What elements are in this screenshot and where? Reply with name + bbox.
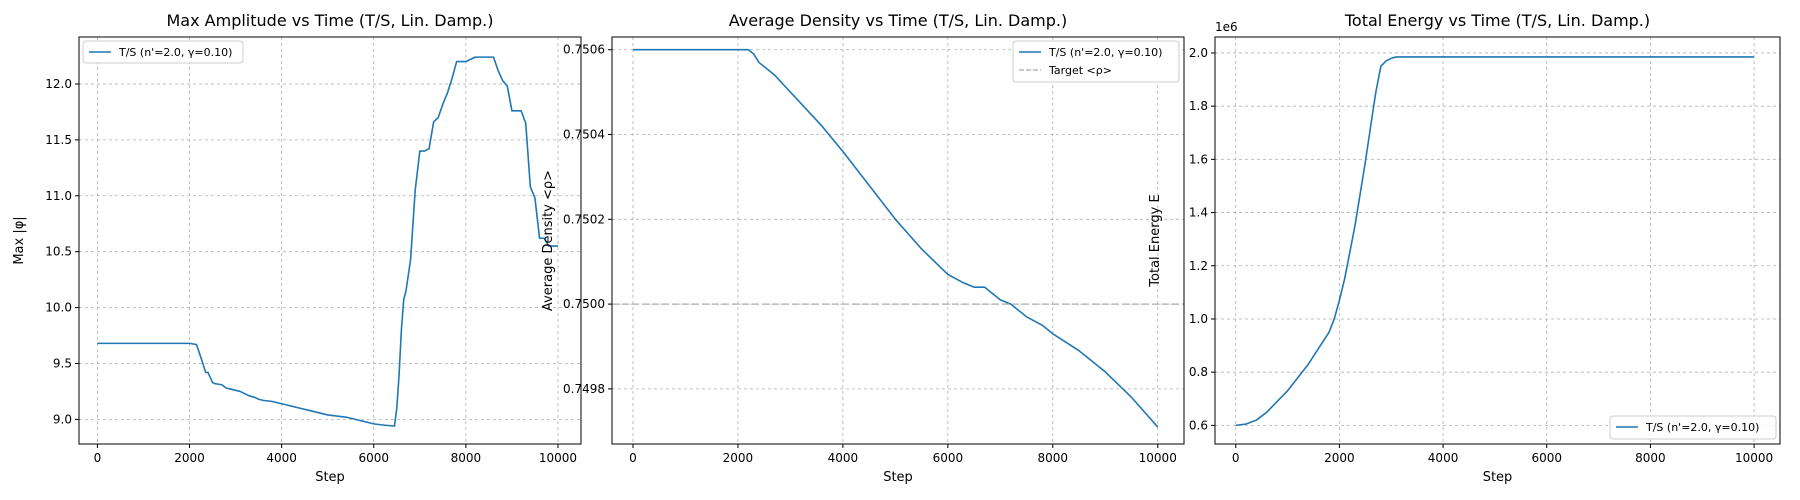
series-line-1 xyxy=(1235,56,1755,427)
chart-panel-2: 0 2000 4000 6000 8000 10000 0.7498 0.7500 0.7502… xyxy=(541,11,1185,485)
axes-frame xyxy=(611,36,1185,445)
x-tick-label: 6000 xyxy=(1531,451,1562,465)
y-tick-label: 1.6 xyxy=(1189,152,1208,166)
legend-box xyxy=(1609,415,1777,440)
x-tick-label: 2000 xyxy=(723,451,754,465)
series-line-1 xyxy=(97,56,558,427)
x-tick-label: 8000 xyxy=(451,451,482,465)
chart-title: Max Amplitude vs Time (T/S, Lin. Damp.) xyxy=(167,11,494,30)
y-tick-label: 0.7500 xyxy=(563,297,605,311)
y-tick-label: 10.0 xyxy=(45,301,72,315)
legend-box xyxy=(1012,40,1180,83)
x-tick-label: 8000 xyxy=(1635,451,1666,465)
x-tick-label: 6000 xyxy=(358,451,389,465)
legend-label: T/S (n'=2.0, γ=0.10) xyxy=(1645,421,1759,434)
y-tick-label: 0.6 xyxy=(1189,418,1208,432)
chart-panel-1: 0 2000 4000 6000 8000 10000 9.0 9.5 10.0 10.5 11.0… xyxy=(12,11,582,485)
chart-panel-3: 0 2000 4000 6000 8000 10000 0.6 0.8 1.0 1.2 1.4 1.6… xyxy=(1148,11,1781,485)
x-tick-label: 2000 xyxy=(1324,451,1355,465)
y-tick-label: 0.7506 xyxy=(563,43,605,57)
x-axis-label: Step xyxy=(315,470,345,485)
x-axis-label: Step xyxy=(883,470,913,485)
x-tick-label: 0 xyxy=(629,451,637,465)
y-tick-label: 1.0 xyxy=(1189,312,1208,326)
x-tick-label: 4000 xyxy=(1428,451,1459,465)
chart-title: Total Energy vs Time (T/S, Lin. Damp.) xyxy=(1344,11,1650,30)
x-tick-label: 0 xyxy=(94,451,102,465)
axes-frame xyxy=(1214,36,1781,445)
y-tick-label: 0.7504 xyxy=(563,128,605,142)
legend-label: T/S (n'=2.0, γ=0.10) xyxy=(1048,46,1162,59)
y-tick-label: 0.8 xyxy=(1189,365,1208,379)
axes-frame xyxy=(78,36,582,445)
y-axis-label: Max |φ| xyxy=(12,216,27,264)
y-tick-label: 10.5 xyxy=(45,245,72,259)
y-tick-label: 0.7498 xyxy=(563,382,605,396)
x-tick-label: 0 xyxy=(1232,451,1240,465)
x-tick-label: 8000 xyxy=(1038,451,1069,465)
x-tick-label: 4000 xyxy=(828,451,859,465)
y-axis-label: Average Density <ρ> xyxy=(541,170,556,311)
y-tick-label: 12.0 xyxy=(45,77,72,91)
y-tick-label: 2.0 xyxy=(1189,46,1208,60)
x-tick-label: 2000 xyxy=(174,451,205,465)
series-line-1 xyxy=(632,48,1159,428)
legend-label: Target <ρ> xyxy=(1048,64,1112,77)
legend-box xyxy=(82,40,244,64)
y-tick-label: 1.2 xyxy=(1189,259,1208,273)
axis-offset-text: 1e6 xyxy=(1215,20,1238,34)
y-tick-label: 1.8 xyxy=(1189,99,1208,113)
x-tick-label: 6000 xyxy=(933,451,964,465)
x-tick-label: 4000 xyxy=(266,451,297,465)
x-axis-label: Step xyxy=(1483,470,1513,485)
chart-title: Average Density vs Time (T/S, Lin. Damp.… xyxy=(729,11,1067,30)
legend: T/S (n'=2.0, γ=0.10) Target <ρ> xyxy=(1012,40,1180,83)
y-tick-label: 11.0 xyxy=(45,189,72,203)
x-tick-label: 10000 xyxy=(539,451,577,465)
x-tick-label: 10000 xyxy=(1735,451,1773,465)
legend: T/S (n'=2.0, γ=0.10) xyxy=(82,40,244,64)
y-tick-label: 9.5 xyxy=(53,356,72,370)
legend-label: T/S (n'=2.0, γ=0.10) xyxy=(118,46,232,59)
y-tick-label: 1.4 xyxy=(1189,206,1208,220)
y-axis-label: Total Energy E xyxy=(1148,194,1163,287)
y-tick-label: 9.0 xyxy=(53,412,72,426)
y-tick-label: 11.5 xyxy=(45,133,72,147)
x-tick-label: 10000 xyxy=(1139,451,1177,465)
legend: T/S (n'=2.0, γ=0.10) xyxy=(1609,415,1777,440)
y-tick-label: 0.7502 xyxy=(563,212,605,226)
